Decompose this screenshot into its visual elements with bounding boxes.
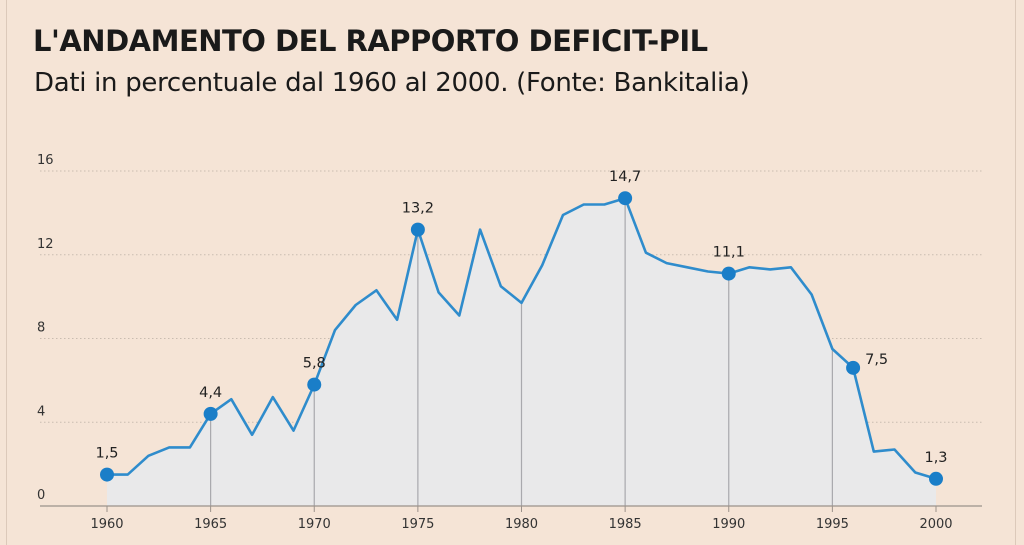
x-tick-label-1985: 1985 <box>609 517 642 532</box>
marker-2000 <box>929 471 943 486</box>
x-tick-label-1990: 1990 <box>712 517 745 532</box>
x-tick-label-1965: 1965 <box>194 517 227 532</box>
data-label-1965: 4,4 <box>199 385 222 401</box>
data-label-1970: 5,8 <box>303 356 326 372</box>
x-tick-label-1960: 1960 <box>90 517 123 532</box>
y-tick-label-16: 16 <box>37 153 54 168</box>
marker-1975 <box>410 222 425 237</box>
right-border <box>1015 0 1016 545</box>
x-tick-label-1975: 1975 <box>401 517 434 532</box>
x-tick-label-2000: 2000 <box>919 517 952 532</box>
data-label-2000: 1,3 <box>924 450 947 466</box>
left-border <box>6 0 7 545</box>
y-tick-label-4: 4 <box>37 404 45 419</box>
marker-1960 <box>100 467 114 482</box>
y-tick-label-12: 12 <box>37 237 54 252</box>
marker-1965 <box>203 406 218 421</box>
data-label-1990: 11,1 <box>713 245 745 261</box>
x-tick-label-1970: 1970 <box>298 517 331 532</box>
chart-subtitle: Dati in percentuale dal 1960 al 2000. (F… <box>34 68 750 98</box>
data-label-1985: 14,7 <box>609 169 641 185</box>
chart-title: L'ANDAMENTO DEL RAPPORTO DEFICIT-PIL <box>33 24 708 58</box>
data-label-1996: 7,5 <box>865 352 888 368</box>
series-line <box>105 196 938 481</box>
y-tick-label-0: 0 <box>37 488 45 503</box>
marker-1970 <box>307 377 322 392</box>
marker-1990 <box>721 266 736 281</box>
x-tick-label-1995: 1995 <box>816 517 849 532</box>
data-label-1960: 1,5 <box>95 446 118 462</box>
marker-1985 <box>618 191 633 206</box>
marker-1996 <box>846 360 861 375</box>
data-label-1975: 13,2 <box>402 201 434 217</box>
x-tick-label-1980: 1980 <box>505 517 538 532</box>
y-tick-label-8: 8 <box>37 321 45 336</box>
